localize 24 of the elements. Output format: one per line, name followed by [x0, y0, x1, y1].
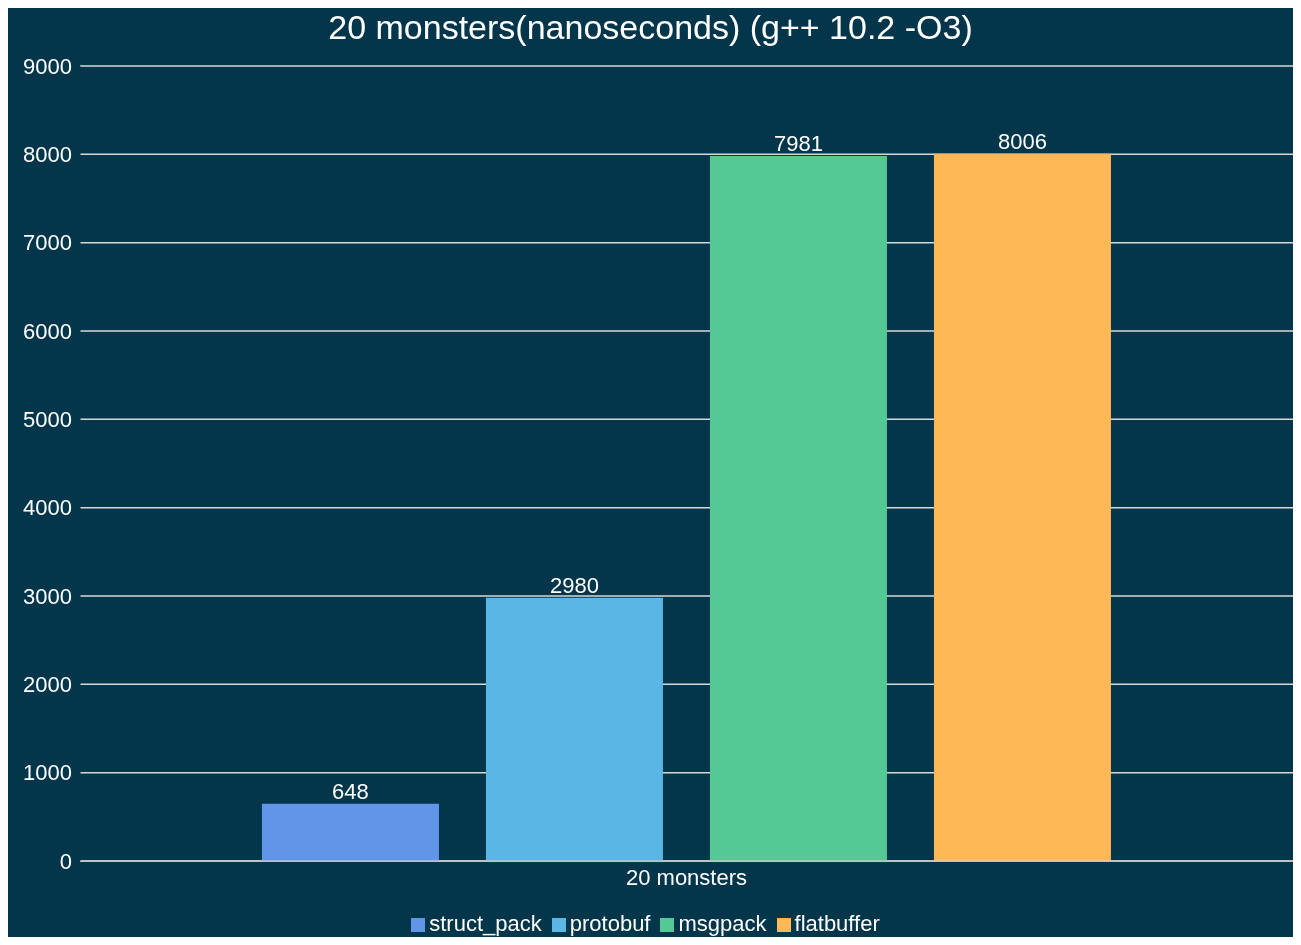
- bar: [933, 153, 1111, 861]
- legend-label: flatbuffer: [794, 911, 880, 936]
- y-tick-label: 4000: [23, 495, 72, 521]
- legend-label: msgpack: [678, 911, 767, 936]
- y-tick-label: 1000: [23, 760, 72, 786]
- data-label: 7981: [773, 131, 823, 157]
- data-label: 2980: [549, 572, 599, 598]
- bar: [485, 597, 663, 861]
- y-tick-label: 6000: [23, 318, 72, 344]
- x-tick-label: 20 monsters: [625, 864, 748, 890]
- y-tick-label: 3000: [23, 583, 72, 609]
- chart-title: 20 monsters(nanoseconds) (g++ 10.2 -O3): [327, 8, 974, 48]
- y-tick-label: 7000: [23, 230, 72, 256]
- data-label: 8006: [997, 128, 1047, 154]
- data-label: 648: [332, 778, 369, 804]
- legend-label: struct_pack: [429, 911, 542, 936]
- bar: [261, 803, 439, 861]
- y-tick-label: 8000: [23, 142, 72, 168]
- legend-label: protobuf: [569, 911, 651, 936]
- y-tick-label: 0: [59, 848, 72, 874]
- y-tick-label: 5000: [23, 407, 72, 433]
- bar: [709, 156, 887, 861]
- y-tick-label: 9000: [23, 53, 72, 79]
- y-tick-label: 2000: [23, 672, 72, 698]
